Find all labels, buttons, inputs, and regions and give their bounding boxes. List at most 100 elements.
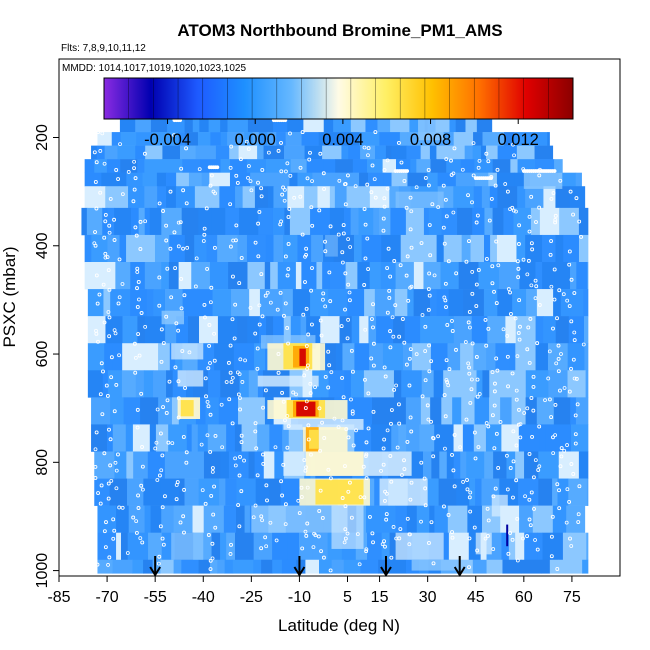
sample-marker [494,431,499,436]
sample-marker [281,185,286,190]
sample-marker [344,427,349,432]
sample-marker [133,355,138,360]
heatmap-cell [127,478,144,506]
sample-marker [336,425,341,430]
heatmap-cell [335,343,343,371]
heatmap-cell [123,397,141,425]
colorbar-tick-label: 0.008 [410,131,451,149]
sample-marker [423,349,428,353]
heatmap-cell [582,559,589,574]
heatmap-cell [210,132,222,146]
sample-marker [256,180,260,185]
heatmap-cell [247,262,266,290]
sample-marker [317,406,322,411]
sample-marker [528,523,533,528]
sample-marker [220,445,225,450]
heatmap-cell [517,186,526,209]
heatmap-cell [500,397,512,425]
heatmap-cell [161,207,183,236]
sample-marker [310,223,315,228]
sample-marker [164,314,169,319]
sample-marker [472,525,477,530]
sample-marker [402,340,407,345]
sample-marker [400,317,405,321]
sample-marker [138,219,143,224]
sample-marker [206,366,211,371]
sample-marker [444,157,449,161]
heatmap-cell [420,397,431,425]
heatmap-cell [534,145,554,160]
sample-marker [450,530,455,535]
sample-marker [384,512,389,517]
heatmap-cell [274,159,292,173]
heatmap-cell [452,397,462,425]
heatmap-cell [369,186,390,209]
sample-marker [557,488,561,493]
heatmap-cell [247,118,261,133]
sample-marker [347,480,352,485]
sample-marker [365,236,370,241]
heatmap-cell [244,505,251,533]
heatmap-cell [97,505,117,533]
sample-marker [208,361,212,365]
heatmap-cell [287,532,300,561]
sample-marker [106,496,111,501]
heatmap-cell [194,234,207,263]
sample-marker [98,190,103,195]
sample-marker [302,373,307,378]
sample-marker [466,361,471,366]
sample-marker [577,219,582,224]
heatmap-cell [482,370,490,398]
sample-marker [109,355,114,360]
heatmap-cell [570,397,577,425]
sample-marker [280,192,285,197]
sample-marker [385,186,390,191]
sample-marker [93,230,97,234]
sample-marker [304,246,309,251]
heatmap-cell [235,532,255,561]
sample-marker [328,299,333,304]
sample-marker [549,284,554,289]
heatmap-cell [466,451,485,479]
sample-marker [527,451,532,456]
sample-marker [525,406,530,411]
sample-marker [257,303,262,308]
sample-marker [102,451,107,456]
sample-marker [574,376,579,381]
heatmap-cell [493,451,507,479]
heatmap-cell [292,289,311,317]
heatmap-cell [476,370,483,398]
heatmap-cell [290,159,308,173]
sample-marker [298,165,303,170]
heatmap-cell [542,262,555,290]
sample-marker [503,182,508,186]
heatmap-cell [320,316,340,344]
heatmap-cell [447,505,468,533]
sample-marker [202,302,207,307]
heatmap-cell [162,145,181,160]
sample-marker [212,484,217,489]
heatmap-cell [297,172,313,187]
sample-marker [103,219,108,224]
colorbar-tick-label: 0.012 [498,131,539,149]
heatmap-cell [253,532,273,561]
heatmap-cell [352,172,360,187]
heatmap-cell [554,262,571,290]
heatmap-patch [309,429,319,449]
heatmap-cell [147,451,166,479]
sample-marker [101,282,106,287]
sample-marker [205,433,210,438]
heatmap-cell [152,559,161,574]
heatmap-cell [540,559,551,574]
heatmap-cell [460,343,474,371]
sample-marker [446,513,451,517]
sample-marker [233,463,238,468]
heatmap-cell [508,532,516,561]
sample-marker [557,506,562,511]
sample-marker [107,230,112,235]
sample-marker [450,319,454,323]
heatmap-cell [448,145,466,160]
sample-marker [485,506,490,511]
sample-marker [159,327,164,332]
sample-marker [286,241,291,246]
